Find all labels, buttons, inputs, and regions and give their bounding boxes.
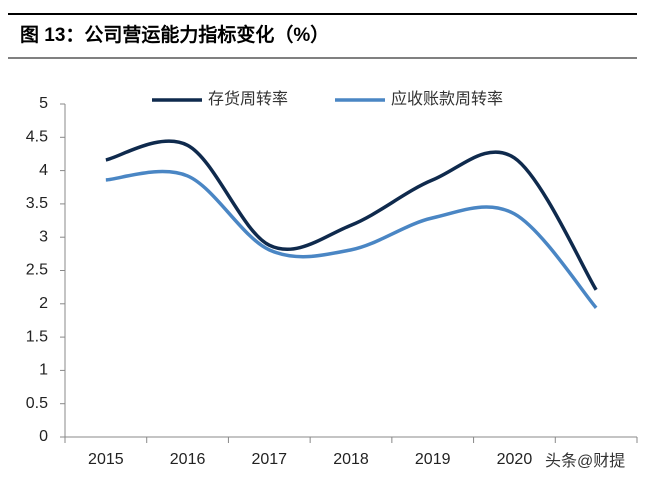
x-tick-label: 2016 — [170, 451, 206, 468]
y-tick-label: 0 — [39, 428, 48, 445]
x-tick-label: 2018 — [333, 451, 369, 468]
y-tick-label: 3 — [39, 228, 48, 245]
y-tick-label: 1 — [39, 362, 48, 379]
y-tick-label: 4 — [39, 162, 48, 179]
x-tick-label: 2017 — [251, 451, 287, 468]
legend-label: 应收账款周转率 — [391, 89, 503, 108]
series-line — [105, 169, 598, 309]
series-line — [105, 139, 598, 291]
y-tick-label: 5 — [39, 95, 48, 112]
y-tick-label: 3.5 — [26, 195, 48, 212]
y-tick-label: 2.5 — [26, 262, 48, 279]
y-tick-label: 0.5 — [26, 395, 48, 412]
watermark: 头条@财提 — [545, 452, 625, 470]
y-tick-label: 1.5 — [26, 328, 48, 345]
x-tick-label: 2015 — [88, 451, 124, 468]
y-tick-label: 4.5 — [26, 129, 48, 146]
x-tick-label: 2020 — [497, 451, 533, 468]
chart-title: 图 13：公司营运能力指标变化（%） — [20, 23, 329, 46]
x-tick-label: 2019 — [415, 451, 451, 468]
y-tick-label: 2 — [39, 295, 48, 312]
legend-label: 存货周转率 — [208, 90, 288, 108]
